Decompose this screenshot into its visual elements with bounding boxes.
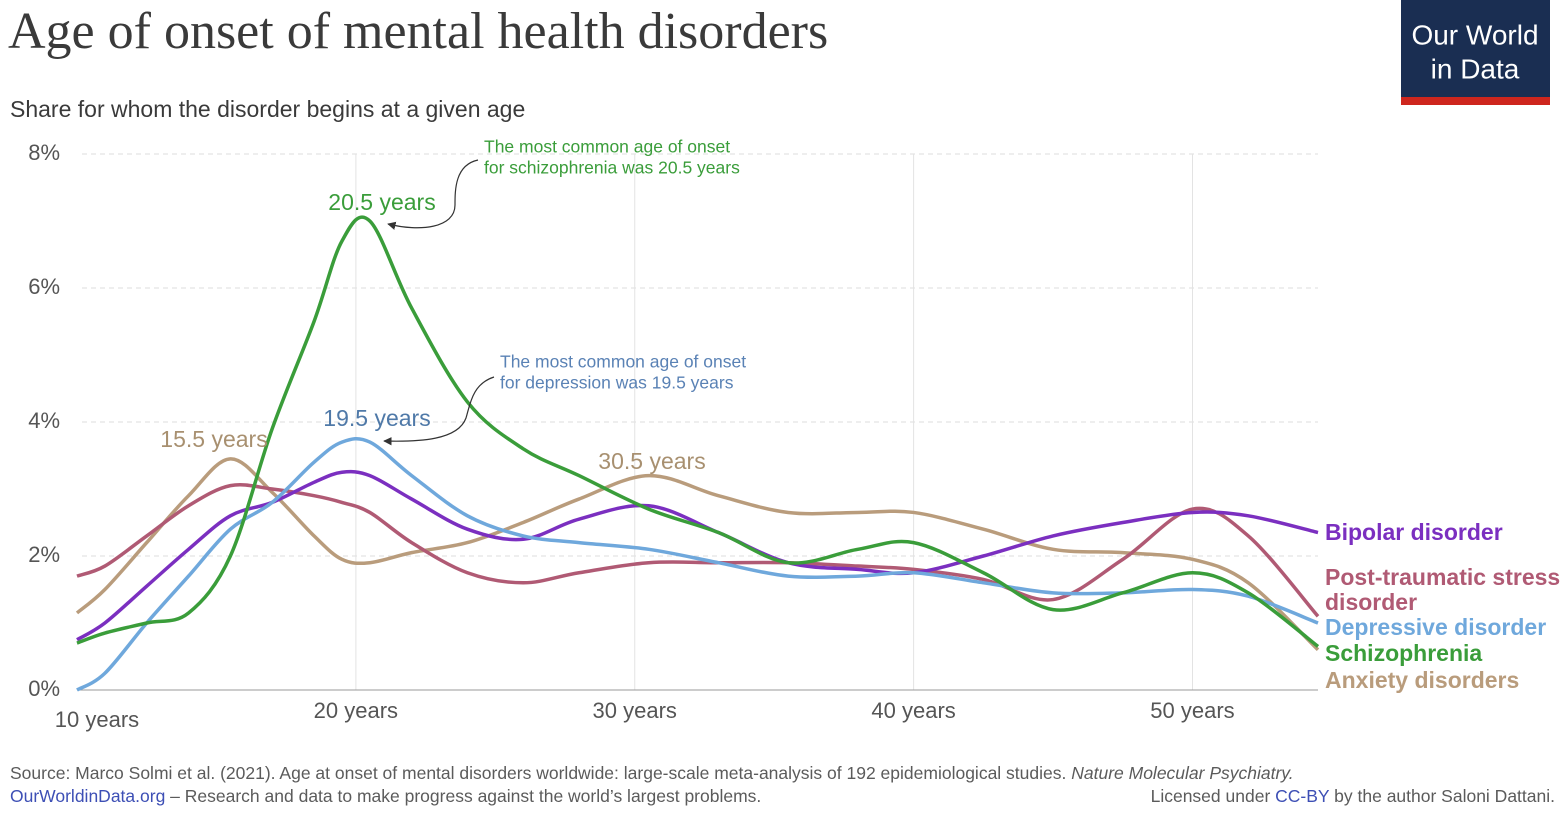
- legend-label: Post-traumatic stress disorder: [1325, 564, 1561, 615]
- tagline: – Research and data to make progress aga…: [170, 786, 762, 806]
- grid: 0% 2% 4% 6% 8% 10 years 20 years 30 years 40 yea…: [28, 140, 1318, 732]
- series-line: [76, 469, 1319, 642]
- license: Licensed under CC-BY by the author Salon…: [1151, 786, 1555, 807]
- y-tick-label: 2%: [28, 542, 60, 567]
- annotation: 30.5 years: [598, 448, 705, 474]
- logo-text: in Data: [1431, 53, 1520, 84]
- annotation: 20.5 years: [328, 189, 435, 215]
- source-text: Source: Marco Solmi et al. (2021). Age a…: [10, 763, 1067, 783]
- y-tick-label: 6%: [28, 274, 60, 299]
- note: for depression was 19.5 years: [500, 373, 734, 393]
- license-link[interactable]: CC-BY: [1275, 786, 1330, 806]
- legend-label: Bipolar disorder: [1325, 519, 1503, 545]
- legend-label: Depressive disorder: [1325, 614, 1547, 640]
- x-tick-label: 10 years: [55, 707, 139, 732]
- series-line: [75, 457, 1320, 652]
- lines: [75, 215, 1320, 692]
- source: Source: Marco Solmi et al. (2021). Age a…: [10, 763, 1294, 784]
- x-tick-label: 50 years: [1150, 698, 1234, 723]
- source-journal: Nature Molecular Psychiatry.: [1071, 763, 1294, 783]
- license-text: by the author Saloni Dattani.: [1334, 786, 1555, 806]
- note: The most common age of onset: [484, 137, 730, 157]
- annotation: 15.5 years: [160, 426, 267, 452]
- series-line: [76, 483, 1320, 618]
- series-line: [76, 437, 1319, 692]
- annotation: 19.5 years: [323, 405, 430, 431]
- series-line: [76, 215, 1320, 648]
- y-tick-label: 8%: [28, 140, 60, 165]
- logo-text: Our World: [1411, 19, 1538, 50]
- footer: OurWorldinData.org – Research and data t…: [10, 786, 761, 807]
- x-tick-label: 20 years: [314, 698, 398, 723]
- note-arrow: [387, 159, 479, 230]
- note: for schizophrenia was 20.5 years: [484, 158, 740, 178]
- logo-bar: [1401, 97, 1550, 105]
- logo-box: [1401, 0, 1550, 97]
- note-arrow: [383, 376, 495, 446]
- x-tick-label: 30 years: [593, 698, 677, 723]
- chart-title: Age of onset of mental health disorders: [8, 3, 828, 60]
- site-link[interactable]: OurWorldinData.org: [10, 786, 166, 806]
- chart-subtitle: Share for whom the disorder begins at a …: [10, 96, 525, 122]
- legend-label: Schizophrenia: [1325, 640, 1483, 666]
- license-text: Licensed under: [1150, 786, 1271, 806]
- x-tick-label: 40 years: [871, 698, 955, 723]
- legend-label: Anxiety disorders: [1325, 667, 1520, 693]
- y-tick-label: 0%: [28, 676, 60, 701]
- y-tick-label: 4%: [28, 408, 60, 433]
- note: The most common age of onset: [500, 352, 746, 372]
